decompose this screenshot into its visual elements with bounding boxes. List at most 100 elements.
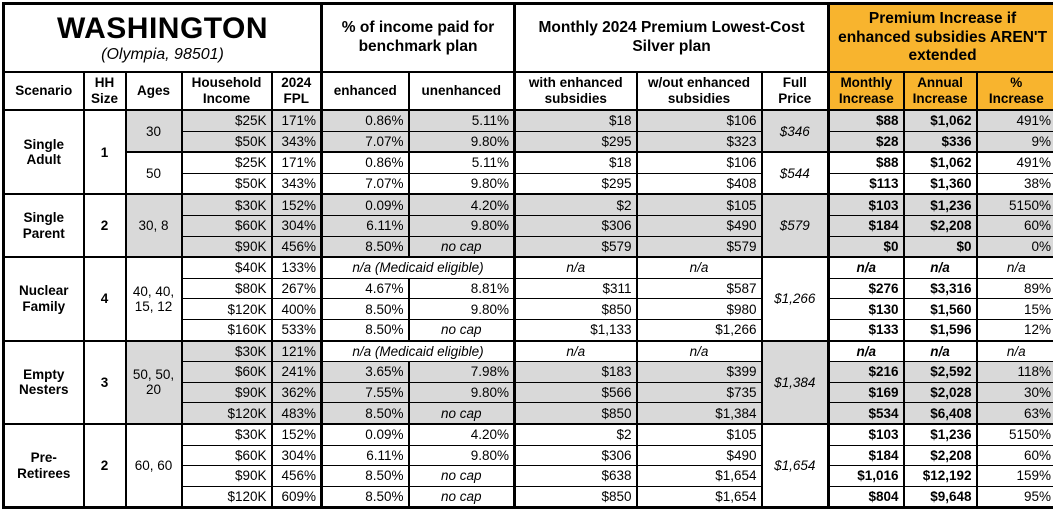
benchmark-group-header: % of income paid for benchmark plan — [322, 4, 515, 73]
cell-pct-increase: n/a — [977, 257, 1053, 278]
cell-annual-increase: n/a — [904, 341, 977, 362]
cell-monthly-increase: $216 — [829, 362, 904, 383]
table-row: Empty Nesters 3 50, 50, 20 $30K 121% n/a… — [4, 341, 1053, 362]
cell-fpl: 152% — [272, 194, 322, 215]
cell-fpl: 267% — [272, 278, 322, 299]
cell-fpl: 133% — [272, 257, 322, 278]
cell-annual-increase: $336 — [904, 131, 977, 152]
cell-unenhanced-pct: 8.81% — [409, 278, 515, 299]
cell-unenhanced-pct: 9.80% — [409, 382, 515, 403]
cell-pct-increase: 95% — [977, 486, 1053, 508]
cell-annual-increase: $1,236 — [904, 424, 977, 445]
cell-monthly-increase: n/a — [829, 257, 904, 278]
cell-premium-without-subsidies: $1,384 — [637, 403, 762, 424]
col-header-annual-increase: Annual Increase — [904, 72, 977, 110]
cell-monthly-increase: $88 — [829, 110, 904, 131]
cell-unenhanced-pct: 9.80% — [409, 173, 515, 194]
cell-enhanced-pct: 8.50% — [322, 236, 409, 257]
cell-premium-with-subsidies: $579 — [515, 236, 637, 257]
cell-pct-increase: 12% — [977, 319, 1053, 340]
table-title-cell: WASHINGTON (Olympia, 98501) — [4, 4, 322, 73]
cell-premium-with-subsidies: $850 — [515, 486, 637, 508]
table-row: Pre-Retirees 2 60, 60 $30K 152% 0.09% 4.… — [4, 424, 1053, 445]
cell-household-income: $90K — [182, 382, 272, 403]
cell-enhanced-pct: 3.65% — [322, 362, 409, 383]
cell-fpl: 362% — [272, 382, 322, 403]
cell-premium-without-subsidies: $105 — [637, 424, 762, 445]
col-header-scenario: Scenario — [4, 72, 84, 110]
cell-premium-without-subsidies: n/a — [637, 257, 762, 278]
cell-enhanced-pct: 0.09% — [322, 194, 409, 215]
group-header-row: WASHINGTON (Olympia, 98501) % of income … — [4, 4, 1053, 73]
cell-pct-increase: 60% — [977, 445, 1053, 466]
cell-premium-with-subsidies: $850 — [515, 299, 637, 320]
cell-full-price: $1,384 — [762, 341, 829, 424]
cell-enhanced-pct: 6.11% — [322, 445, 409, 466]
cell-premium-with-subsidies: $566 — [515, 382, 637, 403]
cell-premium-without-subsidies: $980 — [637, 299, 762, 320]
cell-annual-increase: n/a — [904, 257, 977, 278]
cell-annual-increase: $12,192 — [904, 466, 977, 487]
cell-monthly-increase: $88 — [829, 152, 904, 173]
cell-premium-with-subsidies: $183 — [515, 362, 637, 383]
cell-hh-size: 2 — [84, 194, 126, 257]
cell-premium-without-subsidies: $106 — [637, 110, 762, 131]
cell-unenhanced-pct: 5.11% — [409, 152, 515, 173]
col-header-pct-increase: % Increase — [977, 72, 1053, 110]
cell-enhanced-pct: 7.07% — [322, 173, 409, 194]
cell-medicaid-na: n/a (Medicaid eligible) — [322, 341, 515, 362]
cell-monthly-increase: $0 — [829, 236, 904, 257]
cell-fpl: 343% — [272, 173, 322, 194]
cell-monthly-increase: $534 — [829, 403, 904, 424]
cell-household-income: $90K — [182, 236, 272, 257]
cell-monthly-increase: $103 — [829, 194, 904, 215]
cell-premium-with-subsidies: $306 — [515, 445, 637, 466]
cell-enhanced-pct: 0.09% — [322, 424, 409, 445]
cell-premium-without-subsidies: $587 — [637, 278, 762, 299]
cell-household-income: $90K — [182, 466, 272, 487]
cell-unenhanced-pct: 9.80% — [409, 215, 515, 236]
cell-pct-increase: 491% — [977, 110, 1053, 131]
cell-ages: 50 — [126, 152, 182, 194]
cell-fpl: 304% — [272, 215, 322, 236]
cell-enhanced-pct: 8.50% — [322, 319, 409, 340]
cell-fpl: 533% — [272, 319, 322, 340]
cell-monthly-increase: $133 — [829, 319, 904, 340]
table-row: 50 $25K 171% 0.86% 5.11% $18 $106 $544 $… — [4, 152, 1053, 173]
cell-premium-without-subsidies: $323 — [637, 131, 762, 152]
cell-monthly-increase: $184 — [829, 215, 904, 236]
cell-hh-size: 1 — [84, 110, 126, 194]
cell-enhanced-pct: 7.07% — [322, 131, 409, 152]
col-header-household-income: Household Income — [182, 72, 272, 110]
cell-premium-without-subsidies: $408 — [637, 173, 762, 194]
cell-premium-with-subsidies: $2 — [515, 424, 637, 445]
cell-premium-with-subsidies: $295 — [515, 173, 637, 194]
cell-monthly-increase: $184 — [829, 445, 904, 466]
cell-premium-with-subsidies: $2 — [515, 194, 637, 215]
increase-group-header: Premium Increase if enhanced subsidies A… — [829, 4, 1053, 73]
cell-pct-increase: 9% — [977, 131, 1053, 152]
cell-household-income: $120K — [182, 299, 272, 320]
cell-enhanced-pct: 8.50% — [322, 403, 409, 424]
cell-fpl: 304% — [272, 445, 322, 466]
col-header-ages: Ages — [126, 72, 182, 110]
cell-unenhanced-pct: 4.20% — [409, 424, 515, 445]
cell-household-income: $60K — [182, 215, 272, 236]
col-header-monthly-increase: Monthly Increase — [829, 72, 904, 110]
cell-enhanced-pct: 8.50% — [322, 299, 409, 320]
col-header-full-price: Full Price — [762, 72, 829, 110]
cell-monthly-increase: $103 — [829, 424, 904, 445]
cell-unenhanced-pct: 7.98% — [409, 362, 515, 383]
cell-annual-increase: $1,062 — [904, 152, 977, 173]
cell-full-price: $544 — [762, 152, 829, 194]
cell-ages: 30, 8 — [126, 194, 182, 257]
cell-monthly-increase: $28 — [829, 131, 904, 152]
cell-household-income: $60K — [182, 362, 272, 383]
cell-annual-increase: $9,648 — [904, 486, 977, 508]
cell-pct-increase: 0% — [977, 236, 1053, 257]
cell-fpl: 171% — [272, 110, 322, 131]
cell-fpl: 483% — [272, 403, 322, 424]
cell-premium-with-subsidies: $295 — [515, 131, 637, 152]
cell-unenhanced-pct: 9.80% — [409, 131, 515, 152]
cell-unenhanced-pct: 4.20% — [409, 194, 515, 215]
